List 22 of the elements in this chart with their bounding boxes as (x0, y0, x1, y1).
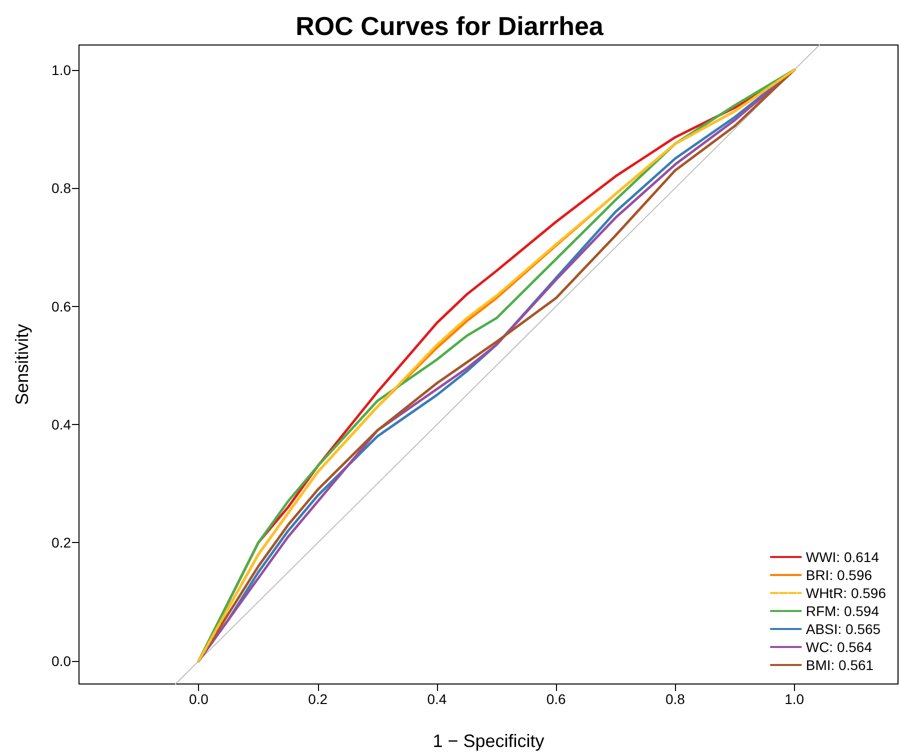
legend-label: WC: 0.564 (806, 639, 872, 655)
x-tick-label: 0.2 (308, 691, 328, 707)
x-tick-label: 0.8 (666, 691, 686, 707)
legend-label: BRI: 0.596 (806, 567, 872, 583)
chart-title: ROC Curves for Diarrhea (296, 11, 604, 41)
x-axis-title: 1 − Specificity (432, 731, 544, 751)
x-tick-label: 0.4 (427, 691, 447, 707)
x-tick-label: 0.0 (188, 691, 209, 707)
legend-label: WHtR: 0.596 (806, 585, 886, 601)
y-axis-title: Sensitivity (12, 324, 32, 406)
y-tick-label: 0.6 (52, 298, 72, 314)
legend-label: ABSI: 0.565 (806, 621, 881, 637)
x-tick-label: 0.6 (546, 691, 566, 707)
legend-label: BMI: 0.561 (806, 657, 874, 673)
legend-label: WWI: 0.614 (806, 549, 880, 565)
y-tick-label: 0.4 (52, 416, 72, 432)
x-tick-label: 1.0 (784, 691, 804, 707)
y-tick-label: 0.8 (52, 180, 72, 196)
y-tick-label: 1.0 (52, 62, 72, 78)
y-tick-label: 0.0 (52, 652, 72, 669)
legend-label: RFM: 0.594 (806, 603, 880, 619)
y-tick-label: 0.2 (52, 534, 72, 551)
